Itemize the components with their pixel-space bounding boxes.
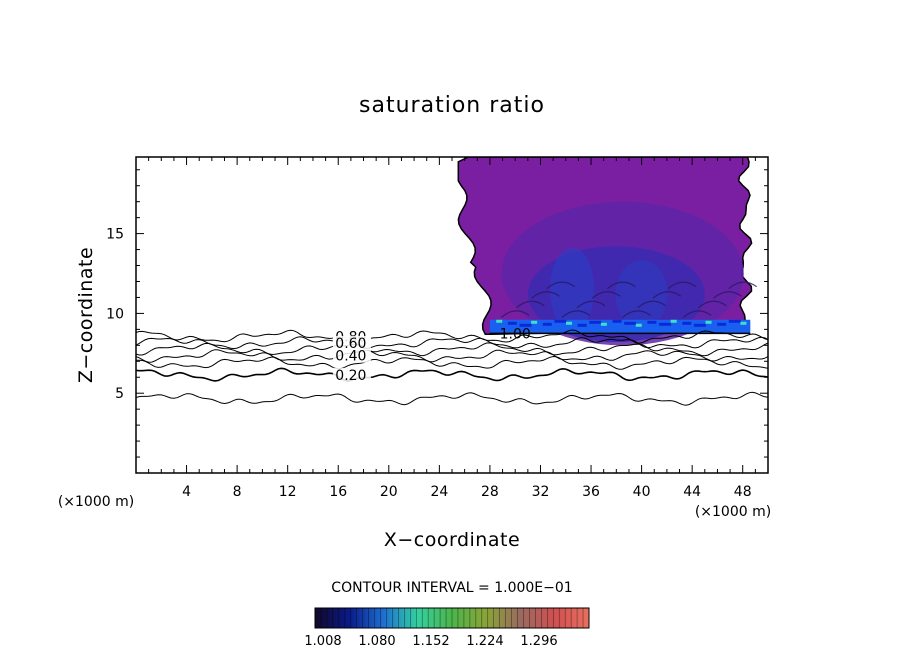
y-tick-label: 15 [106,227,124,243]
x-tick-label: 40 [633,484,651,500]
cloud-core-right [615,260,668,329]
x-tick-label: 44 [683,484,701,500]
contour-line [136,349,768,363]
y-tick-labels: 5 10 15 [106,227,124,403]
y-tick-label: 10 [106,306,124,322]
cloud-base-speckle [717,322,727,326]
chart-title: saturation ratio [359,93,545,118]
cloud-base-speckle [740,321,747,325]
cloud-base-speckle [507,321,517,325]
contour-label: 0.20 [335,368,366,384]
cloud-base-speckle [682,321,692,325]
cloud-base-speckle [612,319,622,323]
contour-label: 0.60 [335,336,366,352]
plot-area [136,157,768,406]
x-tick-label: 16 [329,484,347,500]
colorbar-tick-label: 1.296 [520,634,557,649]
x-tick-label: 8 [233,484,242,500]
cloud-base-speckle [577,323,587,327]
contour-lines [136,329,768,406]
cloud-base-speckle [670,319,677,323]
x-tick-labels: 4 8 12 16 20 24 28 32 36 40 44 48 [182,484,752,500]
colorbar-tick-label: 1.008 [304,634,341,649]
cloud-streak [591,291,621,299]
colorbar: 1.008 1.080 1.152 1.224 1.296 [304,607,590,649]
cloud-base-speckle [531,320,538,324]
contour-interval-label: CONTOUR INTERVAL = 1.000E−01 [331,580,572,596]
colorbar-segment-lines [320,608,584,628]
colorbar-frame [314,607,590,629]
x-tick-label: 32 [532,484,550,500]
x-tick-label: 28 [481,484,499,500]
cloud-core-left [550,247,595,332]
cloud-base-speckle [635,323,642,327]
x-tick-label: 12 [279,484,297,500]
cloud-base-speckle [693,323,706,327]
contour-line [136,355,768,370]
y-axis-title: Z−coordinate [75,247,97,383]
cloud-base-speckle [519,323,532,327]
x-unit-label-right: (×1000 m) [695,504,771,520]
contour-labels: 0.800.600.400.201.00 [332,326,531,384]
cloud-streak [546,281,576,290]
contour-label-bg [332,348,371,363]
contour-line [136,367,768,382]
axis-ticks [136,157,768,473]
contour-label: 0.40 [335,349,366,365]
contour-line [136,336,768,350]
cloud-base-speckle [728,319,741,323]
colorbar-tick-label: 1.080 [358,634,395,649]
cloud-streak [637,300,667,309]
colorbar-tick-labels: 1.008 1.080 1.152 1.224 1.296 [304,634,557,649]
cloud-streak [576,300,606,309]
cloud-streak [606,281,636,290]
cloud-base-speckle [542,322,552,326]
x-unit-label-left: (×1000 m) [58,494,134,510]
x-tick-label: 48 [734,484,752,500]
cloud-streak [515,300,545,309]
cloud-base-speckle [566,321,573,325]
colorbar-tick-label: 1.152 [412,634,449,649]
cloud-base-speckle [554,319,567,323]
x-axis-title: X−coordinate [384,529,520,551]
cloud-streak [652,291,682,299]
cloud-streak [622,310,651,318]
cloud-streak [697,300,727,309]
cloud-streak [500,310,530,318]
contour-label: 1.00 [500,326,531,342]
contour-label-bg [332,367,371,382]
y-tick-label: 5 [115,386,124,402]
x-tick-label: 36 [582,484,600,500]
contour-line [136,329,768,344]
contour-line [136,391,768,406]
cloud-streak [682,310,712,318]
cloud-base-speckle [624,321,637,325]
contour-label-bg [332,335,371,350]
colorbar-tick-label: 1.224 [466,634,503,649]
cloud-streak [728,281,758,290]
cloud-streak [713,291,742,299]
x-tick-label: 24 [430,484,448,500]
x-tick-label: 4 [182,484,191,500]
supersaturated-cloud-region [457,157,758,346]
cloud-base-speckle [496,319,503,323]
cloud-base-speckle [659,322,672,326]
cloud-base-speckle [589,320,602,324]
cloud-base-speckle [705,320,712,324]
cloud-streak [667,281,697,290]
cloud-base-speckle [647,320,657,324]
cloud-streak [561,310,591,318]
cloud-streak [531,291,560,299]
cloud-base-speckle [600,322,607,326]
x-tick-label: 20 [380,484,398,500]
contour-line [136,342,768,357]
